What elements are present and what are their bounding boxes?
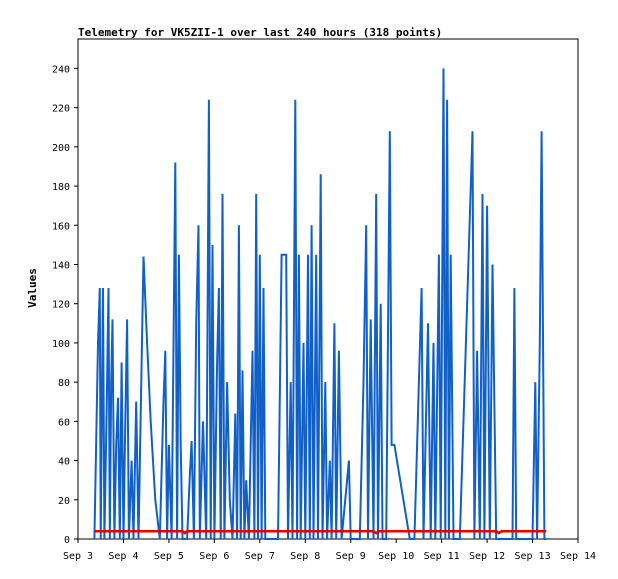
y-tick-label: 200	[52, 143, 70, 154]
x-tick-label: Sep 14	[560, 551, 596, 562]
x-tick-label: Sep 9	[336, 551, 366, 562]
x-tick-label: Sep 12	[469, 551, 505, 562]
y-tick-label: 120	[52, 300, 70, 311]
y-tick-label: 160	[52, 221, 70, 232]
series-layer	[93, 68, 547, 540]
x-tick-label: Sep 11	[424, 551, 460, 562]
x-tick-label: Sep 3	[63, 551, 93, 562]
y-tick-label: 0	[64, 535, 70, 546]
x-tick-label: Sep 5	[154, 551, 184, 562]
y-tick-label: 60	[58, 417, 70, 428]
y-tick-label: 40	[58, 457, 70, 468]
y-tick-label: 220	[52, 104, 70, 115]
y-axis-ticks: 0 20 40 60 80 100 120 140 160 180 200 220 240	[52, 64, 78, 546]
x-tick-label: Sep 4	[108, 551, 138, 562]
x-axis-ticks: Sep 3 Sep 4 Sep 5 Sep 6 Sep 7 Sep 8 Sep 9 Sep 1…	[63, 539, 596, 562]
x-tick-label: Sep 10	[378, 551, 414, 562]
x-tick-label: Sep 8	[290, 551, 320, 562]
y-tick-label: 20	[58, 496, 70, 507]
y-tick-label: 180	[52, 182, 70, 193]
y-tick-label: 240	[52, 64, 70, 75]
y-tick-label: 140	[52, 260, 70, 271]
x-tick-label: Sep 6	[199, 551, 229, 562]
y-axis-label: Values	[26, 268, 39, 308]
y-tick-label: 80	[58, 378, 70, 389]
x-tick-label: Sep 13	[514, 551, 550, 562]
chart-title: Telemetry for VK5ZII-1 over last 240 hou…	[78, 26, 442, 39]
y-tick-label: 100	[52, 339, 70, 350]
series-line-2	[94, 529, 547, 535]
series-line-1	[93, 68, 547, 540]
x-tick-label: Sep 7	[245, 551, 275, 562]
